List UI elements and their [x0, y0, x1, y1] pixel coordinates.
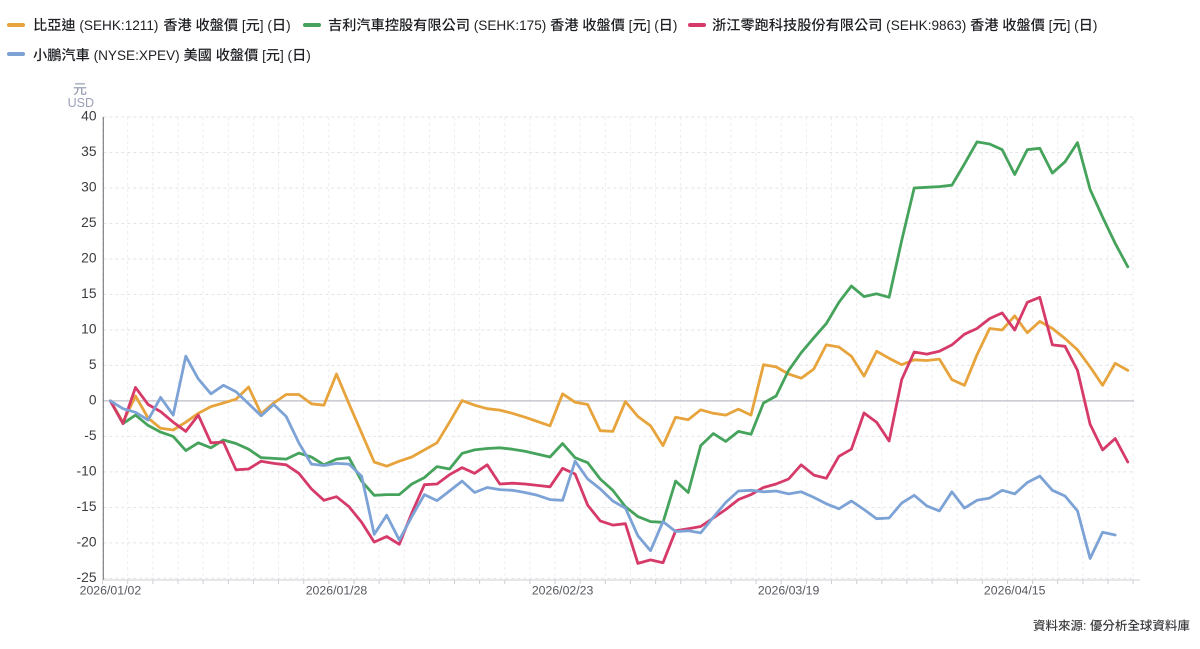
svg-text:-20: -20 — [77, 534, 97, 549]
svg-text:-25: -25 — [77, 570, 97, 585]
svg-text:[: [ — [258, 48, 266, 63]
svg-text:0: 0 — [89, 392, 97, 407]
svg-text:-10: -10 — [77, 463, 97, 478]
svg-text:5: 5 — [89, 357, 97, 372]
svg-text:] (: ] ( — [259, 18, 272, 33]
svg-text:(SEHK:1211): (SEHK:1211) — [75, 18, 162, 33]
svg-text:2026/04/15: 2026/04/15 — [984, 584, 1046, 598]
svg-text:): ) — [672, 18, 677, 33]
svg-text:2026/02/23: 2026/02/23 — [532, 584, 594, 598]
svg-text:(NYSE:XPEV): (NYSE:XPEV) — [89, 48, 183, 63]
svg-text::: : — [1083, 619, 1090, 633]
svg-text:30: 30 — [81, 179, 97, 194]
svg-text:): ) — [306, 48, 311, 63]
svg-text:2026/01/02: 2026/01/02 — [80, 584, 142, 598]
svg-text:-5: -5 — [84, 428, 97, 443]
svg-text:2026/03/19: 2026/03/19 — [758, 584, 820, 598]
svg-text:2026/01/28: 2026/01/28 — [306, 584, 368, 598]
svg-text:(SEHK:175): (SEHK:175) — [470, 18, 550, 33]
svg-text:-15: -15 — [77, 499, 97, 514]
svg-text:15: 15 — [81, 286, 97, 301]
svg-text:40: 40 — [81, 108, 97, 123]
svg-text:[: [ — [1045, 18, 1053, 33]
svg-text:20: 20 — [81, 250, 97, 265]
svg-text:] (: ] ( — [280, 48, 293, 63]
svg-text:10: 10 — [81, 321, 97, 336]
svg-text:): ) — [1093, 18, 1098, 33]
svg-text:(SEHK:9863): (SEHK:9863) — [882, 18, 970, 33]
svg-text:): ) — [286, 18, 291, 33]
svg-text:35: 35 — [81, 144, 97, 159]
svg-text:[: [ — [624, 18, 632, 33]
svg-text:[: [ — [238, 18, 246, 33]
svg-text:25: 25 — [81, 215, 97, 230]
svg-text:] (: ] ( — [1067, 18, 1080, 33]
svg-text:] (: ] ( — [646, 18, 659, 33]
